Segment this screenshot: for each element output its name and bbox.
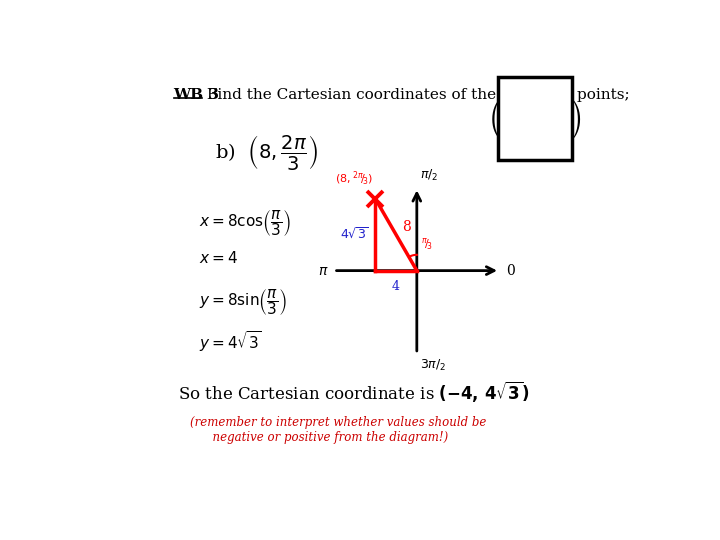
Text: 4: 4 [392,280,400,293]
Text: $4\sqrt{3}$: $4\sqrt{3}$ [340,227,369,242]
Text: WB 3: WB 3 [174,87,220,102]
Text: Find the Cartesian coordinates of the following points;: Find the Cartesian coordinates of the fo… [202,87,629,102]
FancyBboxPatch shape [498,77,572,160]
Text: So the Cartesian coordinate is $\mathbf{(-4,\,4\sqrt{3})}$: So the Cartesian coordinate is $\mathbf{… [178,379,529,404]
Text: ${}^{\pi}\!/\!{}_{3}$: ${}^{\pi}\!/\!{}_{3}$ [421,236,433,252]
Text: $(8,{}^{2\pi}\!/\!{}_{3})$: $(8,{}^{2\pi}\!/\!{}_{3})$ [335,170,373,188]
Text: $3\pi/_{2}$: $3\pi/_{2}$ [420,358,446,373]
Text: 8: 8 [402,220,410,234]
Text: 0: 0 [506,264,515,278]
Text: $\left(3,\,\dfrac{3\pi}{4}\right)$: $\left(3,\,\dfrac{3\pi}{4}\right)$ [488,95,582,143]
Text: $x = 4$: $x = 4$ [199,250,238,266]
Text: (remember to interpret whether values should be
      negative or positive from : (remember to interpret whether values sh… [190,416,487,444]
Text: $y = 8\sin\!\left(\dfrac{\pi}{3}\right)$: $y = 8\sin\!\left(\dfrac{\pi}{3}\right)$ [199,287,287,318]
Text: b)  $\left(8,\dfrac{2\pi}{3}\right)$: b) $\left(8,\dfrac{2\pi}{3}\right)$ [215,133,318,172]
Text: $x = 8\cos\!\left(\dfrac{\pi}{3}\right)$: $x = 8\cos\!\left(\dfrac{\pi}{3}\right)$ [199,208,290,238]
Text: $y = 4\sqrt{3}$: $y = 4\sqrt{3}$ [199,329,261,354]
Text: $\pi$: $\pi$ [318,264,328,278]
Text: $\pi/_{2}$: $\pi/_{2}$ [420,168,438,183]
